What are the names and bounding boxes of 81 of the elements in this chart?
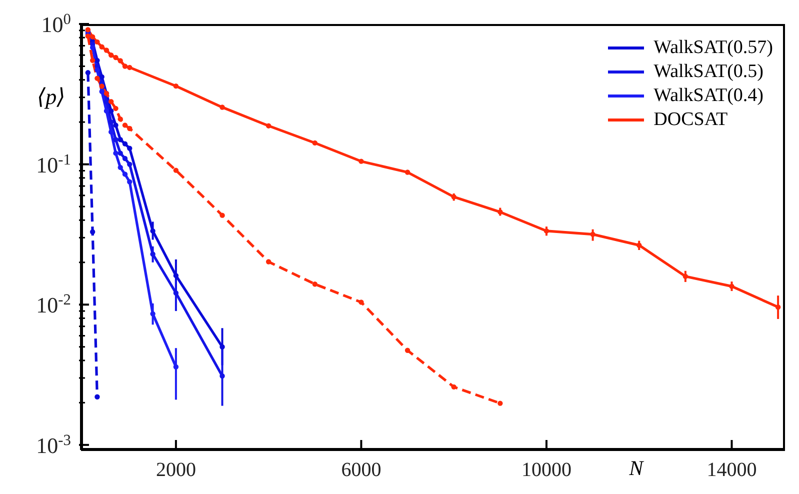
point	[94, 67, 100, 73]
point	[94, 394, 100, 400]
point	[404, 170, 410, 175]
point	[113, 137, 118, 142]
y-axis-title: ⟨p⟩	[37, 84, 66, 110]
point	[99, 44, 104, 50]
point	[99, 74, 104, 80]
point	[108, 98, 114, 104]
point	[85, 33, 91, 39]
point	[150, 311, 156, 316]
point	[118, 164, 123, 170]
point	[90, 44, 96, 50]
point	[682, 274, 688, 279]
x-axis-title: N	[629, 456, 644, 481]
point	[118, 58, 123, 64]
point	[113, 150, 118, 156]
point	[220, 212, 225, 218]
legend-label: WalkSAT(0.4)	[654, 84, 764, 108]
y-tick-label: 10$^{-2}$	[36, 291, 71, 318]
legend-label: DOCSAT	[654, 108, 728, 132]
point	[150, 228, 156, 234]
point	[266, 123, 272, 128]
point	[94, 76, 100, 81]
point	[312, 282, 318, 287]
x-tick-label: 14000	[706, 459, 757, 481]
point	[266, 259, 272, 264]
point	[173, 364, 179, 370]
point	[127, 126, 132, 132]
x-tick-label: 2000	[156, 459, 196, 481]
point	[94, 39, 100, 45]
point	[127, 162, 132, 167]
point	[104, 48, 110, 53]
point	[113, 122, 118, 128]
point	[122, 122, 128, 128]
point	[173, 168, 179, 173]
legend-label: WalkSAT(0.5)	[654, 60, 764, 84]
point	[90, 34, 96, 40]
point	[358, 158, 364, 164]
point	[85, 70, 91, 76]
point	[122, 172, 128, 177]
point	[99, 84, 104, 89]
point	[173, 290, 179, 296]
x-tick-label: 6000	[341, 459, 382, 481]
point	[113, 106, 118, 112]
point	[108, 129, 114, 135]
point	[498, 400, 503, 406]
point	[122, 156, 128, 162]
point	[108, 52, 114, 58]
point	[220, 344, 225, 350]
point	[104, 108, 110, 114]
point	[94, 58, 100, 64]
point	[122, 64, 128, 69]
point	[312, 140, 318, 146]
point	[775, 304, 781, 310]
point	[173, 272, 179, 278]
point	[90, 229, 96, 234]
point	[113, 54, 118, 60]
point	[358, 300, 364, 305]
point	[90, 58, 96, 64]
point	[729, 284, 734, 289]
legend-label: WalkSAT(0.57)	[654, 36, 773, 60]
point	[150, 252, 156, 257]
point	[108, 119, 114, 125]
point	[127, 146, 132, 151]
point	[220, 104, 225, 110]
point	[122, 141, 128, 146]
point	[451, 384, 456, 390]
point	[220, 373, 225, 379]
y-tick-label: 10$^{-1}$	[36, 150, 71, 178]
point	[127, 64, 132, 70]
point	[127, 179, 132, 184]
point	[118, 150, 123, 156]
point	[118, 116, 123, 122]
point	[108, 108, 114, 114]
point	[590, 232, 596, 237]
y-tick-label: 10$^{0}$	[41, 10, 72, 37]
point	[404, 348, 410, 353]
y-tick-label: 10$^{-3}$	[36, 431, 72, 458]
x-tick-label: 10000	[521, 459, 572, 481]
point	[118, 137, 123, 142]
point	[173, 83, 179, 89]
